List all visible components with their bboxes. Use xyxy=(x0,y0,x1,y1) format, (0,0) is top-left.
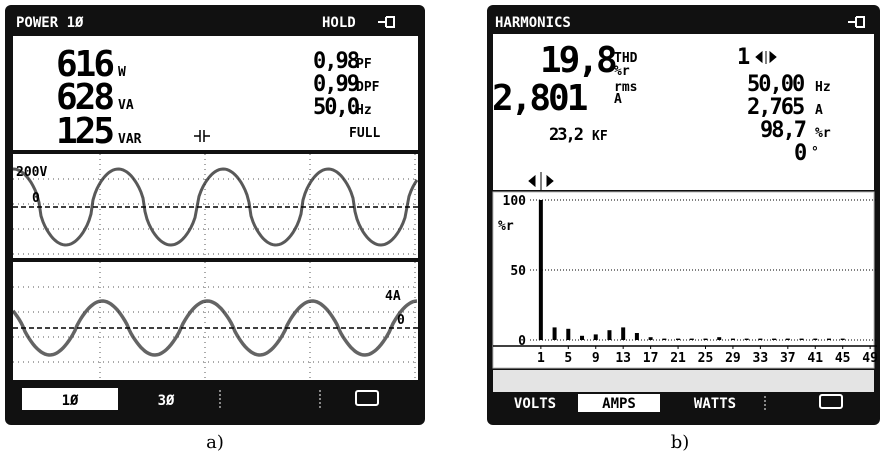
bar xyxy=(635,333,639,340)
bar xyxy=(649,337,653,340)
panel-title: POWER 1Ø xyxy=(16,15,84,31)
factor-value: 0,98 xyxy=(313,49,359,74)
reading-value: 125 xyxy=(56,111,113,152)
kf-value: 23,2 xyxy=(549,125,583,145)
status: HOLD xyxy=(322,15,356,31)
bar xyxy=(553,327,557,340)
bar xyxy=(731,339,735,340)
rms-value: 2,801 xyxy=(492,78,587,119)
bar xyxy=(813,339,817,340)
frequency-value: 50,00 xyxy=(747,72,804,97)
current-value: 2,765 xyxy=(747,95,804,120)
x-tick-label: 1 xyxy=(537,351,545,366)
voltage-zero: 0 xyxy=(32,191,40,206)
x-tick-label: 25 xyxy=(698,351,714,366)
x-tick-label: 37 xyxy=(780,351,796,366)
rms-subunit: A xyxy=(614,92,622,107)
kf-unit: KF xyxy=(592,129,608,144)
x-tick-label: 17 xyxy=(643,351,659,366)
bar xyxy=(676,339,680,340)
status-bar xyxy=(493,370,874,392)
bar xyxy=(758,339,762,340)
reading-unit: VA xyxy=(118,98,134,113)
y-tick-label: 50 xyxy=(510,264,526,279)
x-tick-label: 41 xyxy=(807,351,823,366)
tab[interactable]: 1Ø xyxy=(62,393,79,409)
x-tick-label: 21 xyxy=(670,351,686,366)
current-zero: 0 xyxy=(397,313,405,328)
bar xyxy=(594,334,598,340)
tab[interactable]: WATTS xyxy=(694,396,736,412)
x-tick-label: 29 xyxy=(725,351,741,366)
harmonic-number: 1 xyxy=(737,45,750,70)
bar xyxy=(772,339,776,340)
range: FULL xyxy=(349,126,380,141)
phase-value: 0 xyxy=(794,141,806,166)
x-tick-label: 33 xyxy=(753,351,769,366)
y-axis-label: %r xyxy=(498,219,514,234)
factor-value: 0,99 xyxy=(313,72,359,97)
bar xyxy=(800,339,804,340)
phase-unit: ° xyxy=(811,145,819,160)
factor-unit: DPF xyxy=(356,80,380,95)
factor-unit: Hz xyxy=(356,103,372,118)
x-tick-label: 5 xyxy=(564,351,572,366)
caption: a) xyxy=(206,432,224,453)
frequency-unit: Hz xyxy=(815,80,831,95)
percent-unit: %r xyxy=(815,126,831,141)
y-tick-label: 100 xyxy=(503,194,527,209)
factor-value: 50,0 xyxy=(313,95,359,120)
bar xyxy=(827,339,831,340)
bar xyxy=(786,339,790,340)
chart-area xyxy=(493,192,874,368)
bar xyxy=(580,336,584,340)
thd-subunit: %r xyxy=(614,64,630,79)
thd-value: 19,8 xyxy=(540,40,616,81)
x-tick-label: 9 xyxy=(592,351,600,366)
bar xyxy=(662,339,666,340)
tab[interactable]: VOLTS xyxy=(514,396,556,412)
figure: POWER 1Ø HOLD 616 W 628 VA 125 VAR 0,98 … xyxy=(0,0,885,459)
bar xyxy=(621,327,625,340)
reading-unit: W xyxy=(118,65,126,80)
bar xyxy=(607,330,611,340)
tab[interactable]: 3Ø xyxy=(158,393,175,409)
caption: b) xyxy=(671,432,690,453)
x-tick-label: 45 xyxy=(835,351,851,366)
x-tick-label: 49 xyxy=(862,351,878,366)
tab[interactable]: AMPS xyxy=(602,396,636,412)
bar xyxy=(539,200,543,340)
panel-title: HARMONICS xyxy=(495,15,571,31)
bar xyxy=(745,339,749,340)
factor-unit: PF xyxy=(356,57,372,72)
bar xyxy=(566,329,570,340)
voltage-scale: 200V xyxy=(16,165,47,180)
current-unit: A xyxy=(815,103,823,118)
bar xyxy=(717,337,721,340)
percent-value: 98,7 xyxy=(760,118,806,143)
bar xyxy=(704,339,708,340)
bar xyxy=(690,339,694,340)
x-tick-label: 13 xyxy=(615,351,631,366)
reading-unit: VAR xyxy=(118,132,142,147)
current-scale: 4A xyxy=(385,289,401,304)
bar xyxy=(841,339,845,340)
